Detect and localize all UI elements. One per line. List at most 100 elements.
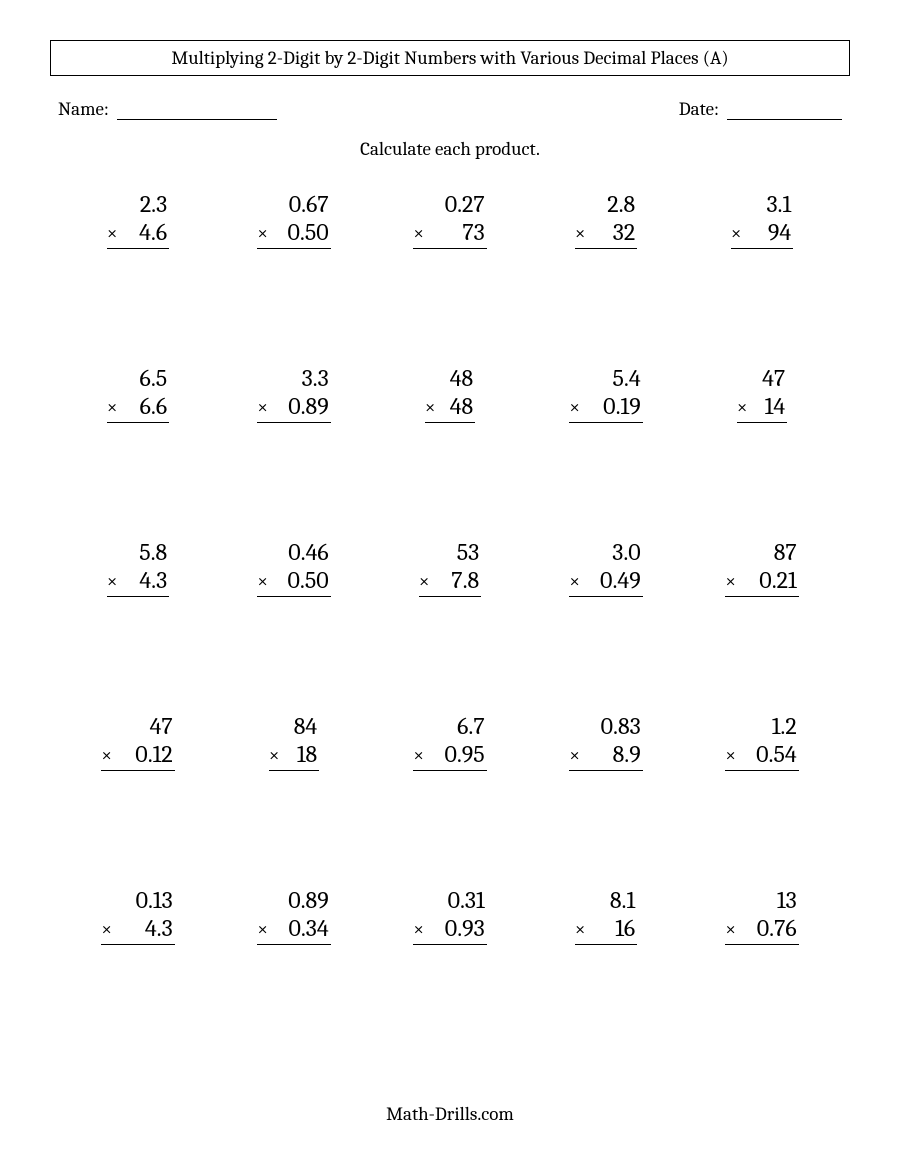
name-input-line[interactable] (117, 100, 277, 120)
multiply-icon: × (413, 222, 424, 244)
date-label: Date: (679, 98, 719, 120)
multiplier-row: × 14 (737, 392, 787, 423)
problem-inner: 0.67 × 0.50 (257, 190, 330, 249)
name-field: Name: (58, 98, 277, 120)
multiplier-row: × 48 (425, 392, 475, 423)
multiplier: 16 (590, 914, 635, 942)
problem: 6.5 × 6.6 (60, 364, 216, 538)
multiply-icon: × (257, 918, 268, 940)
problem: 8.1× 16 (528, 886, 684, 1060)
multiplicand: 53 (419, 538, 481, 566)
multiplier: 0.50 (273, 566, 329, 594)
problem: 84× 18 (216, 712, 372, 886)
multiplier: 0.93 (429, 914, 485, 942)
problem: 2.8× 32 (528, 190, 684, 364)
multiply-icon: × (575, 918, 586, 940)
multiplier-row: × 0.34 (257, 914, 330, 945)
multiplicand: 0.46 (257, 538, 330, 566)
problem-inner: 0.13 × 4.3 (101, 886, 174, 945)
problem-inner: 0.46× 0.50 (257, 538, 330, 597)
multiplicand: 5.4 (569, 364, 642, 392)
multiply-icon: × (101, 744, 112, 766)
multiply-icon: × (257, 396, 268, 418)
name-label: Name: (58, 98, 109, 120)
multiplicand: 5.8 (107, 538, 169, 566)
multiplier-row: × 4.6 (107, 218, 169, 249)
problems-grid: 2.3× 4.60.67× 0.500.27× 732.8× 323.1× 94… (50, 190, 850, 1060)
multiply-icon: × (107, 396, 118, 418)
multiplier-row: × 4.3 (107, 566, 169, 597)
multiply-icon: × (725, 744, 736, 766)
multiplicand: 8.1 (575, 886, 637, 914)
multiplier: 48 (440, 392, 473, 420)
multiply-icon: × (101, 918, 112, 940)
multiplier-row: × 8.9 (569, 740, 642, 771)
multiplier: 4.3 (117, 914, 173, 942)
multiplier: 0.34 (273, 914, 329, 942)
multiplicand: 1.2 (725, 712, 798, 740)
multiply-icon: × (569, 744, 580, 766)
multiply-icon: × (725, 918, 736, 940)
multiplicand: 0.89 (257, 886, 330, 914)
problem-inner: 1.2× 0.54 (725, 712, 798, 771)
multiplicand: 13 (725, 886, 798, 914)
problem: 2.3× 4.6 (60, 190, 216, 364)
multiplicand: 6.5 (107, 364, 169, 392)
multiply-icon: × (107, 570, 118, 592)
multiplicand: 84 (269, 712, 319, 740)
multiply-icon: × (575, 222, 586, 244)
problem-inner: 2.3× 4.6 (107, 190, 169, 249)
multiplier: 0.95 (429, 740, 485, 768)
problem-inner: 48× 48 (425, 364, 475, 423)
problem: 0.31× 0.93 (372, 886, 528, 1060)
date-input-line[interactable] (727, 100, 842, 120)
multiplier-row: × 16 (575, 914, 637, 945)
multiplier: 18 (284, 740, 317, 768)
problem-inner: 0.89× 0.34 (257, 886, 330, 945)
multiplier: 0.49 (585, 566, 641, 594)
problem: 13 × 0.76 (684, 886, 840, 1060)
multiplier-row: × 0.21 (725, 566, 798, 597)
problem: 53× 7.8 (372, 538, 528, 712)
multiply-icon: × (257, 222, 268, 244)
multiplier-row: × 0.19 (569, 392, 642, 423)
problem: 47× 0.12 (60, 712, 216, 886)
problem-inner: 47× 14 (737, 364, 787, 423)
multiplier: 94 (746, 218, 791, 246)
multiplier: 0.76 (741, 914, 797, 942)
multiplicand: 3.1 (731, 190, 793, 218)
problem: 6.7× 0.95 (372, 712, 528, 886)
multiply-icon: × (725, 570, 736, 592)
problem-inner: 53× 7.8 (419, 538, 481, 597)
problem-inner: 0.31× 0.93 (413, 886, 486, 945)
multiply-icon: × (737, 396, 748, 418)
problem-inner: 3.1× 94 (731, 190, 793, 249)
problem: 0.67 × 0.50 (216, 190, 372, 364)
multiply-icon: × (569, 396, 580, 418)
problem: 5.8× 4.3 (60, 538, 216, 712)
multiplier: 0.50 (273, 218, 329, 246)
problem: 0.83× 8.9 (528, 712, 684, 886)
problem: 3.1× 94 (684, 190, 840, 364)
multiplier: 6.6 (122, 392, 167, 420)
multiplicand: 0.13 (101, 886, 174, 914)
problem: 47× 14 (684, 364, 840, 538)
multiply-icon: × (413, 744, 424, 766)
problem-inner: 3.0× 0.49 (569, 538, 642, 597)
multiplicand: 0.67 (257, 190, 330, 218)
multiplicand: 0.31 (413, 886, 486, 914)
problem-inner: 0.83× 8.9 (569, 712, 642, 771)
multiplicand: 0.27 (413, 190, 486, 218)
multiply-icon: × (269, 744, 280, 766)
multiplier-row: × 73 (413, 218, 486, 249)
problem: 48× 48 (372, 364, 528, 538)
problem-inner: 84× 18 (269, 712, 319, 771)
multiplier: 14 (752, 392, 785, 420)
multiplier-row: × 0.95 (413, 740, 486, 771)
footer-text: Math-Drills.com (0, 1103, 900, 1125)
multiplier: 4.3 (122, 566, 167, 594)
multiplier-row: × 0.12 (101, 740, 174, 771)
problem-inner: 2.8× 32 (575, 190, 637, 249)
multiplier-row: × 18 (269, 740, 319, 771)
multiplier-row: × 0.89 (257, 392, 330, 423)
